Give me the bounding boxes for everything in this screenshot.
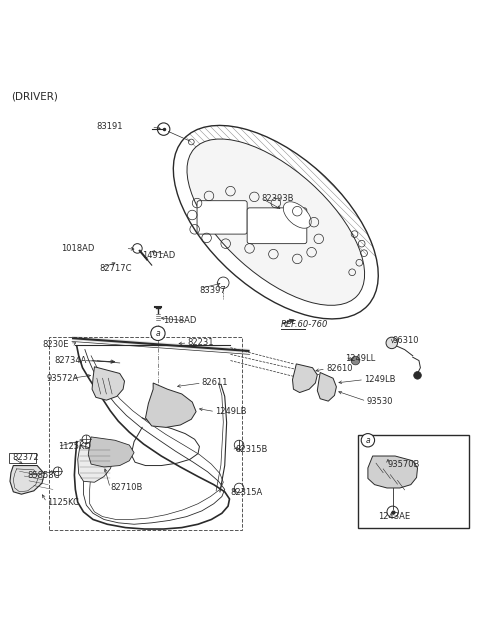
Circle shape: [361, 433, 374, 447]
Text: 83397: 83397: [199, 286, 226, 295]
Polygon shape: [317, 372, 336, 401]
Text: 1249LB: 1249LB: [364, 375, 396, 384]
Text: 82734A: 82734A: [54, 356, 86, 365]
Text: 82315A: 82315A: [230, 488, 263, 497]
Polygon shape: [292, 364, 317, 392]
Polygon shape: [88, 437, 134, 467]
Bar: [9, 452, 36, 463]
Text: 1249LL: 1249LL: [345, 354, 375, 363]
Text: 82710B: 82710B: [110, 483, 143, 493]
Circle shape: [351, 356, 360, 365]
Text: 93570B: 93570B: [388, 460, 420, 468]
FancyBboxPatch shape: [197, 201, 247, 234]
Text: 8230E: 8230E: [42, 340, 69, 349]
Text: 93530: 93530: [366, 397, 393, 406]
Text: 96310: 96310: [393, 335, 419, 344]
Polygon shape: [92, 367, 124, 400]
Text: 82611: 82611: [202, 378, 228, 387]
Text: 82231: 82231: [188, 339, 214, 348]
Bar: [49, 337, 242, 530]
Text: 93572A: 93572A: [47, 374, 79, 383]
Bar: [359, 435, 469, 527]
Polygon shape: [145, 383, 196, 428]
Text: 82372: 82372: [12, 453, 38, 462]
Text: 82393B: 82393B: [262, 194, 294, 203]
Text: 1018AD: 1018AD: [61, 244, 95, 253]
Ellipse shape: [187, 139, 365, 305]
Text: 83191: 83191: [96, 122, 123, 131]
Text: 82315B: 82315B: [235, 445, 268, 454]
Text: 85858C: 85858C: [28, 470, 60, 479]
FancyBboxPatch shape: [247, 208, 307, 244]
Circle shape: [151, 326, 165, 340]
Text: 82717C: 82717C: [99, 264, 132, 273]
Text: 1125KD: 1125KD: [58, 442, 91, 451]
Ellipse shape: [283, 202, 311, 228]
Circle shape: [386, 337, 397, 349]
Text: (DRIVER): (DRIVER): [11, 92, 58, 102]
Polygon shape: [10, 465, 44, 494]
Polygon shape: [78, 445, 114, 483]
Text: a: a: [156, 329, 160, 338]
Circle shape: [414, 372, 421, 379]
Text: 1249LB: 1249LB: [215, 407, 247, 416]
Text: REF.60-760: REF.60-760: [281, 320, 328, 329]
Text: 1491AD: 1491AD: [142, 251, 175, 260]
Text: a: a: [366, 436, 370, 445]
Text: 1243AE: 1243AE: [378, 512, 410, 521]
Text: 1125KC: 1125KC: [47, 498, 79, 507]
Text: 1018AD: 1018AD: [163, 316, 196, 326]
Polygon shape: [368, 456, 418, 488]
Text: 82610: 82610: [326, 364, 352, 373]
